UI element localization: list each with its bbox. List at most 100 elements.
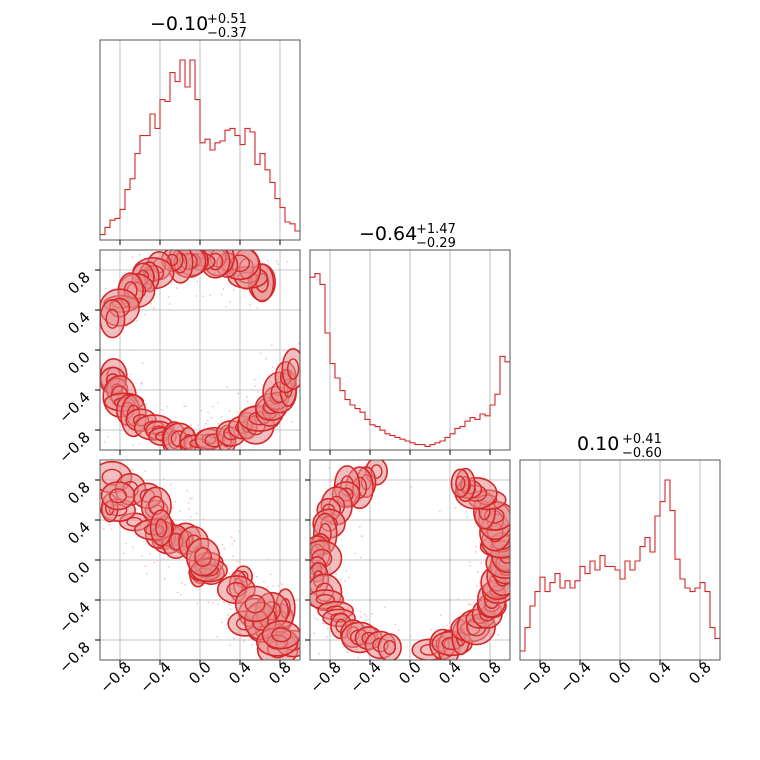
c31-point	[229, 644, 232, 647]
c21-point	[93, 357, 95, 359]
c21-point	[259, 352, 262, 355]
c32-point	[306, 577, 308, 579]
c32-contour-outer	[450, 468, 470, 498]
c21-point	[189, 424, 192, 427]
c31-point	[108, 523, 111, 526]
c21-point	[200, 409, 203, 412]
c32-point	[359, 556, 362, 559]
c21-point	[183, 405, 186, 408]
c32-contours	[301, 460, 535, 672]
c31-point	[221, 544, 224, 546]
c31-point	[93, 502, 95, 504]
c31-point	[233, 637, 235, 640]
tick-marks	[95, 240, 701, 665]
c31-point	[188, 508, 190, 511]
c21-point	[302, 424, 304, 426]
c21-contour-inner	[105, 308, 120, 329]
xtick-label-c1-p08: 0.8	[475, 658, 505, 688]
c21-point	[149, 302, 152, 305]
c21-point	[241, 240, 243, 242]
c31-contour-inner	[271, 627, 292, 643]
c32-contour-inner	[383, 640, 397, 655]
c31-contour-outer	[185, 537, 221, 577]
c31-point	[264, 669, 266, 671]
c32-point	[466, 516, 469, 518]
c31-point	[124, 542, 127, 545]
c31-point	[172, 507, 174, 509]
c21-point	[256, 307, 259, 309]
c21-point	[219, 227, 221, 229]
c32-point	[518, 591, 520, 593]
c31-point	[174, 500, 177, 503]
c31-point	[223, 547, 226, 550]
c32-point	[357, 656, 360, 659]
c21-point	[201, 295, 204, 298]
c32-contour-inner	[455, 475, 466, 491]
c31-contour-outer	[100, 481, 136, 511]
c32-point	[524, 563, 526, 565]
c32-point	[522, 534, 524, 536]
c31-point	[195, 512, 198, 515]
c32-point	[533, 555, 535, 557]
c31-point	[263, 580, 265, 583]
c31-point	[227, 519, 229, 522]
c21-point	[132, 444, 134, 447]
c32-point	[465, 510, 468, 513]
c21-point	[248, 303, 251, 306]
c21-point	[246, 395, 248, 398]
c21-point	[104, 287, 107, 290]
c31-point	[272, 585, 275, 587]
c21-point	[166, 405, 169, 408]
c31-point	[243, 640, 245, 643]
c32-point	[318, 652, 321, 655]
c21-point	[266, 260, 269, 262]
c21-point	[205, 458, 207, 460]
c32-point	[516, 472, 518, 474]
c32-point	[301, 643, 303, 645]
c31-contour-inner	[109, 488, 128, 504]
c21-point	[276, 260, 278, 263]
c32-point	[313, 617, 316, 620]
c32-point	[426, 670, 428, 672]
c21-point	[205, 422, 207, 425]
c21-point	[153, 307, 156, 310]
c21-point	[92, 374, 94, 376]
c21-point	[209, 294, 212, 297]
c32-point	[365, 615, 368, 618]
c32-point	[322, 622, 325, 625]
c32-point	[316, 618, 319, 621]
c21-contour-outer	[281, 348, 300, 390]
c21-point	[144, 403, 147, 406]
c21-point	[161, 408, 164, 411]
xtick-label-c1-p04: 0.4	[435, 658, 465, 688]
c32-point	[301, 602, 303, 604]
c31-point	[236, 560, 239, 563]
c21-point	[254, 385, 257, 388]
c21-point	[302, 382, 304, 384]
c21-point	[228, 410, 231, 413]
c32-point	[345, 667, 347, 669]
c31-point	[180, 582, 183, 584]
c31-point	[301, 610, 303, 612]
c21-point	[141, 362, 144, 365]
title-x3-value: 0.10	[577, 433, 619, 455]
c21-point	[202, 237, 204, 239]
c31-point	[184, 583, 186, 586]
c32-point	[394, 623, 397, 626]
c32-point	[367, 618, 369, 621]
c21-point	[178, 234, 180, 236]
c31-point	[221, 621, 224, 624]
c32-point	[516, 551, 518, 553]
c31-contour-inner	[194, 547, 212, 567]
ytick-label-r1-m08: −0.8	[55, 428, 93, 466]
c32-point	[347, 576, 350, 579]
xtick-label-c0-z: 0.0	[185, 658, 215, 688]
c21-point	[130, 373, 133, 376]
c31-point	[169, 483, 172, 486]
c31-point	[167, 565, 170, 568]
c32-point	[468, 561, 471, 564]
c31-point	[156, 559, 158, 562]
ytick-label-r1-z: 0.0	[64, 348, 94, 378]
c21-point	[222, 288, 225, 290]
c31-point	[231, 555, 234, 558]
